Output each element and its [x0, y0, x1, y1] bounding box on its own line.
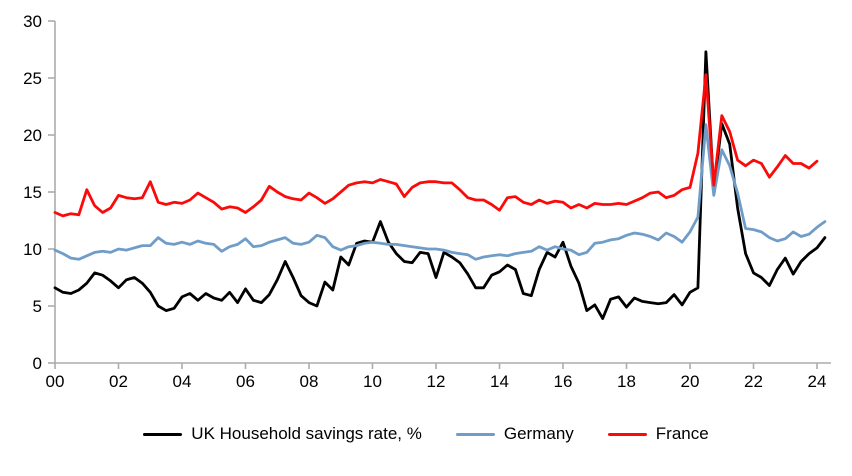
- plot-area: 0 5 10 15 20 25 30 00 02 04 06 08 10 12 14 16 18 20 22 24: [23, 12, 831, 391]
- x-axis-tick-label: 16: [554, 372, 573, 391]
- germany-line-swatch: [455, 432, 495, 436]
- germany-savings-line: [53, 123, 827, 261]
- x-axis-tick-label: 04: [173, 372, 192, 391]
- germany-legend-label: Germany: [503, 424, 574, 443]
- x-axis-tick-label: 14: [490, 372, 509, 391]
- x-axis-tick-label: 18: [617, 372, 636, 391]
- y-axis-tick-label: 0: [33, 354, 42, 373]
- x-axis-tick-label: 00: [46, 372, 65, 391]
- y-axis-tick-label: 25: [23, 69, 42, 88]
- x-axis-tick-label: 06: [236, 372, 255, 391]
- legend: UK Household savings rate, % Germany Fra…: [0, 424, 852, 444]
- legend-item-germany: Germany: [455, 424, 574, 444]
- france-line-swatch: [607, 432, 647, 436]
- x-axis-tick-label: 24: [808, 372, 827, 391]
- legend-item-uk: UK Household savings rate, %: [143, 424, 422, 444]
- x-axis-tick-label: 02: [109, 372, 128, 391]
- x-axis-tick-label: 12: [427, 372, 446, 391]
- legend-item-france: France: [607, 424, 709, 444]
- uk-savings-line: [53, 50, 827, 320]
- y-axis-tick-label: 30: [23, 12, 42, 31]
- y-axis-tick-label: 5: [33, 297, 42, 316]
- x-axis-tick-label: 20: [681, 372, 700, 391]
- y-axis-tick-label: 15: [23, 183, 42, 202]
- uk-legend-label: UK Household savings rate, %: [191, 424, 422, 443]
- y-axis-tick-label: 20: [23, 126, 42, 145]
- x-axis-tick-label: 10: [363, 372, 382, 391]
- france-legend-label: France: [655, 424, 709, 443]
- france-savings-line: [53, 73, 819, 218]
- x-axis-tick-label: 08: [300, 372, 319, 391]
- y-axis-tick-label: 10: [23, 240, 42, 259]
- x-axis-tick-label: 22: [744, 372, 763, 391]
- uk-line-swatch: [143, 432, 183, 436]
